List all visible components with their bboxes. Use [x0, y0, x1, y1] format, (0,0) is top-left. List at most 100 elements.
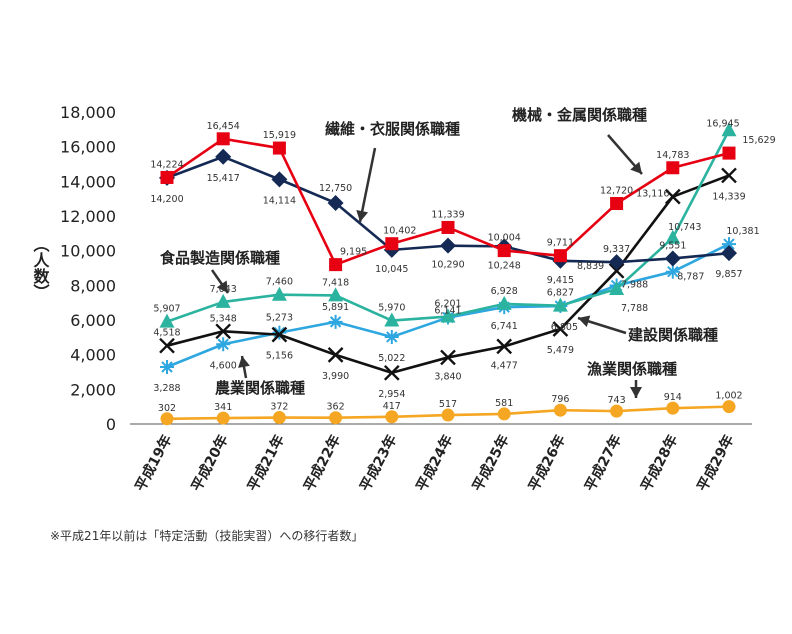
- data-point-square: [329, 258, 343, 272]
- y-tick-label: 10,000: [60, 242, 116, 261]
- data-point-triangle: [496, 295, 512, 310]
- data-label: 14,783: [656, 150, 689, 161]
- data-label: 5,348: [210, 313, 237, 324]
- data-point-diamond: [664, 250, 681, 267]
- data-label: 362: [327, 402, 345, 413]
- data-point-square: [160, 170, 174, 184]
- series-3: [159, 122, 737, 328]
- data-point-circle: [329, 411, 343, 425]
- data-label: 7,418: [322, 277, 349, 288]
- data-point-x: [327, 346, 344, 363]
- y-tick-label: 16,000: [60, 138, 116, 157]
- data-label: 12,750: [319, 183, 352, 194]
- y-tick-label: 0: [106, 415, 116, 434]
- data-point-diamond: [608, 254, 625, 271]
- data-point-circle: [272, 411, 286, 425]
- data-label: 4,600: [210, 360, 237, 371]
- data-point-asterisk: [160, 360, 174, 375]
- data-point-asterisk: [384, 329, 399, 344]
- data-label: 10,290: [431, 260, 464, 271]
- data-label: 6,805: [551, 322, 578, 333]
- data-label: 341: [214, 402, 232, 413]
- y-tick-label: 18,000: [60, 103, 116, 122]
- y-axis-title: （人数）: [31, 236, 50, 300]
- data-point-x: [215, 323, 232, 340]
- data-point-x: [721, 167, 737, 184]
- data-point-x: [159, 337, 175, 354]
- data-label: 16,454: [207, 121, 240, 132]
- y-tick-label: 4,000: [70, 346, 116, 365]
- data-point-circle: [722, 400, 736, 414]
- data-label: 417: [383, 401, 401, 412]
- data-point-square: [385, 237, 399, 251]
- data-label: 4,477: [491, 360, 518, 371]
- data-label: 9,415: [547, 275, 574, 286]
- x-tick-label: 平成26年: [525, 432, 569, 494]
- data-label: 6,928: [491, 286, 518, 297]
- data-label: 14,339: [712, 191, 745, 202]
- data-label: 12,720: [600, 186, 633, 197]
- data-label: 5,907: [153, 304, 180, 315]
- data-point-triangle: [552, 297, 568, 312]
- data-point-circle: [553, 403, 567, 417]
- data-label: 10,402: [383, 226, 416, 237]
- data-point-x: [664, 188, 681, 205]
- annotation-arrow-head: [356, 210, 369, 222]
- chart-series: [159, 122, 737, 426]
- data-label: 5,273: [266, 313, 293, 324]
- series-annotation: 建設関係職種: [628, 326, 718, 344]
- data-label: 302: [158, 403, 176, 414]
- data-label: 581: [495, 398, 513, 409]
- data-label: 5,970: [378, 303, 405, 314]
- data-label: 6,141: [434, 306, 461, 317]
- series-annotation: 漁業関係職種: [587, 360, 677, 378]
- x-tick-label: 平成27年: [581, 432, 625, 494]
- annotation-arrow-head: [238, 356, 250, 368]
- data-label: 9,551: [659, 240, 686, 251]
- data-point-asterisk: [328, 314, 343, 329]
- data-point-circle: [216, 411, 230, 425]
- data-point-square: [216, 132, 230, 146]
- series-4: [159, 167, 737, 381]
- y-axis-label: （人数）: [31, 236, 50, 300]
- annotation-arrow-head: [630, 387, 642, 398]
- data-label: 7,788: [621, 303, 648, 314]
- data-point-diamond: [327, 195, 344, 211]
- data-label: 8,839: [577, 261, 604, 272]
- data-point-x: [496, 338, 513, 355]
- data-label: 3,288: [153, 383, 180, 394]
- data-label: 743: [608, 395, 626, 406]
- data-label: 16,945: [706, 118, 739, 129]
- data-point-triangle: [215, 293, 231, 308]
- data-label: 5,479: [547, 345, 574, 356]
- data-point-x: [440, 349, 456, 366]
- data-point-asterisk: [272, 325, 287, 340]
- data-label: 4,518: [153, 328, 180, 339]
- data-point-triangle: [440, 308, 456, 323]
- data-label: 3,990: [322, 371, 349, 382]
- data-point-circle: [441, 408, 455, 422]
- data-label: 796: [551, 394, 569, 405]
- x-tick-label: 平成21年: [244, 432, 288, 494]
- data-label: 372: [270, 402, 288, 413]
- data-point-square: [666, 161, 680, 175]
- x-tick-label: 平成29年: [694, 432, 738, 494]
- data-label: 11,339: [431, 209, 464, 220]
- data-label: 9,195: [340, 247, 367, 258]
- data-point-asterisk: [722, 237, 736, 252]
- data-point-diamond: [721, 245, 737, 262]
- data-label: 10,381: [726, 226, 759, 237]
- data-point-square: [272, 141, 286, 155]
- x-tick-label: 平成25年: [469, 432, 513, 494]
- data-point-square: [553, 249, 567, 263]
- data-point-square: [722, 146, 736, 160]
- data-point-triangle: [384, 312, 400, 327]
- data-label: 9,337: [603, 244, 630, 255]
- data-point-square: [610, 197, 624, 211]
- data-point-triangle: [721, 122, 737, 137]
- data-label: 5,022: [378, 353, 405, 364]
- data-label: 14,224: [150, 159, 183, 170]
- data-label: 5,891: [322, 302, 349, 313]
- annotation-arrow-head: [578, 315, 591, 328]
